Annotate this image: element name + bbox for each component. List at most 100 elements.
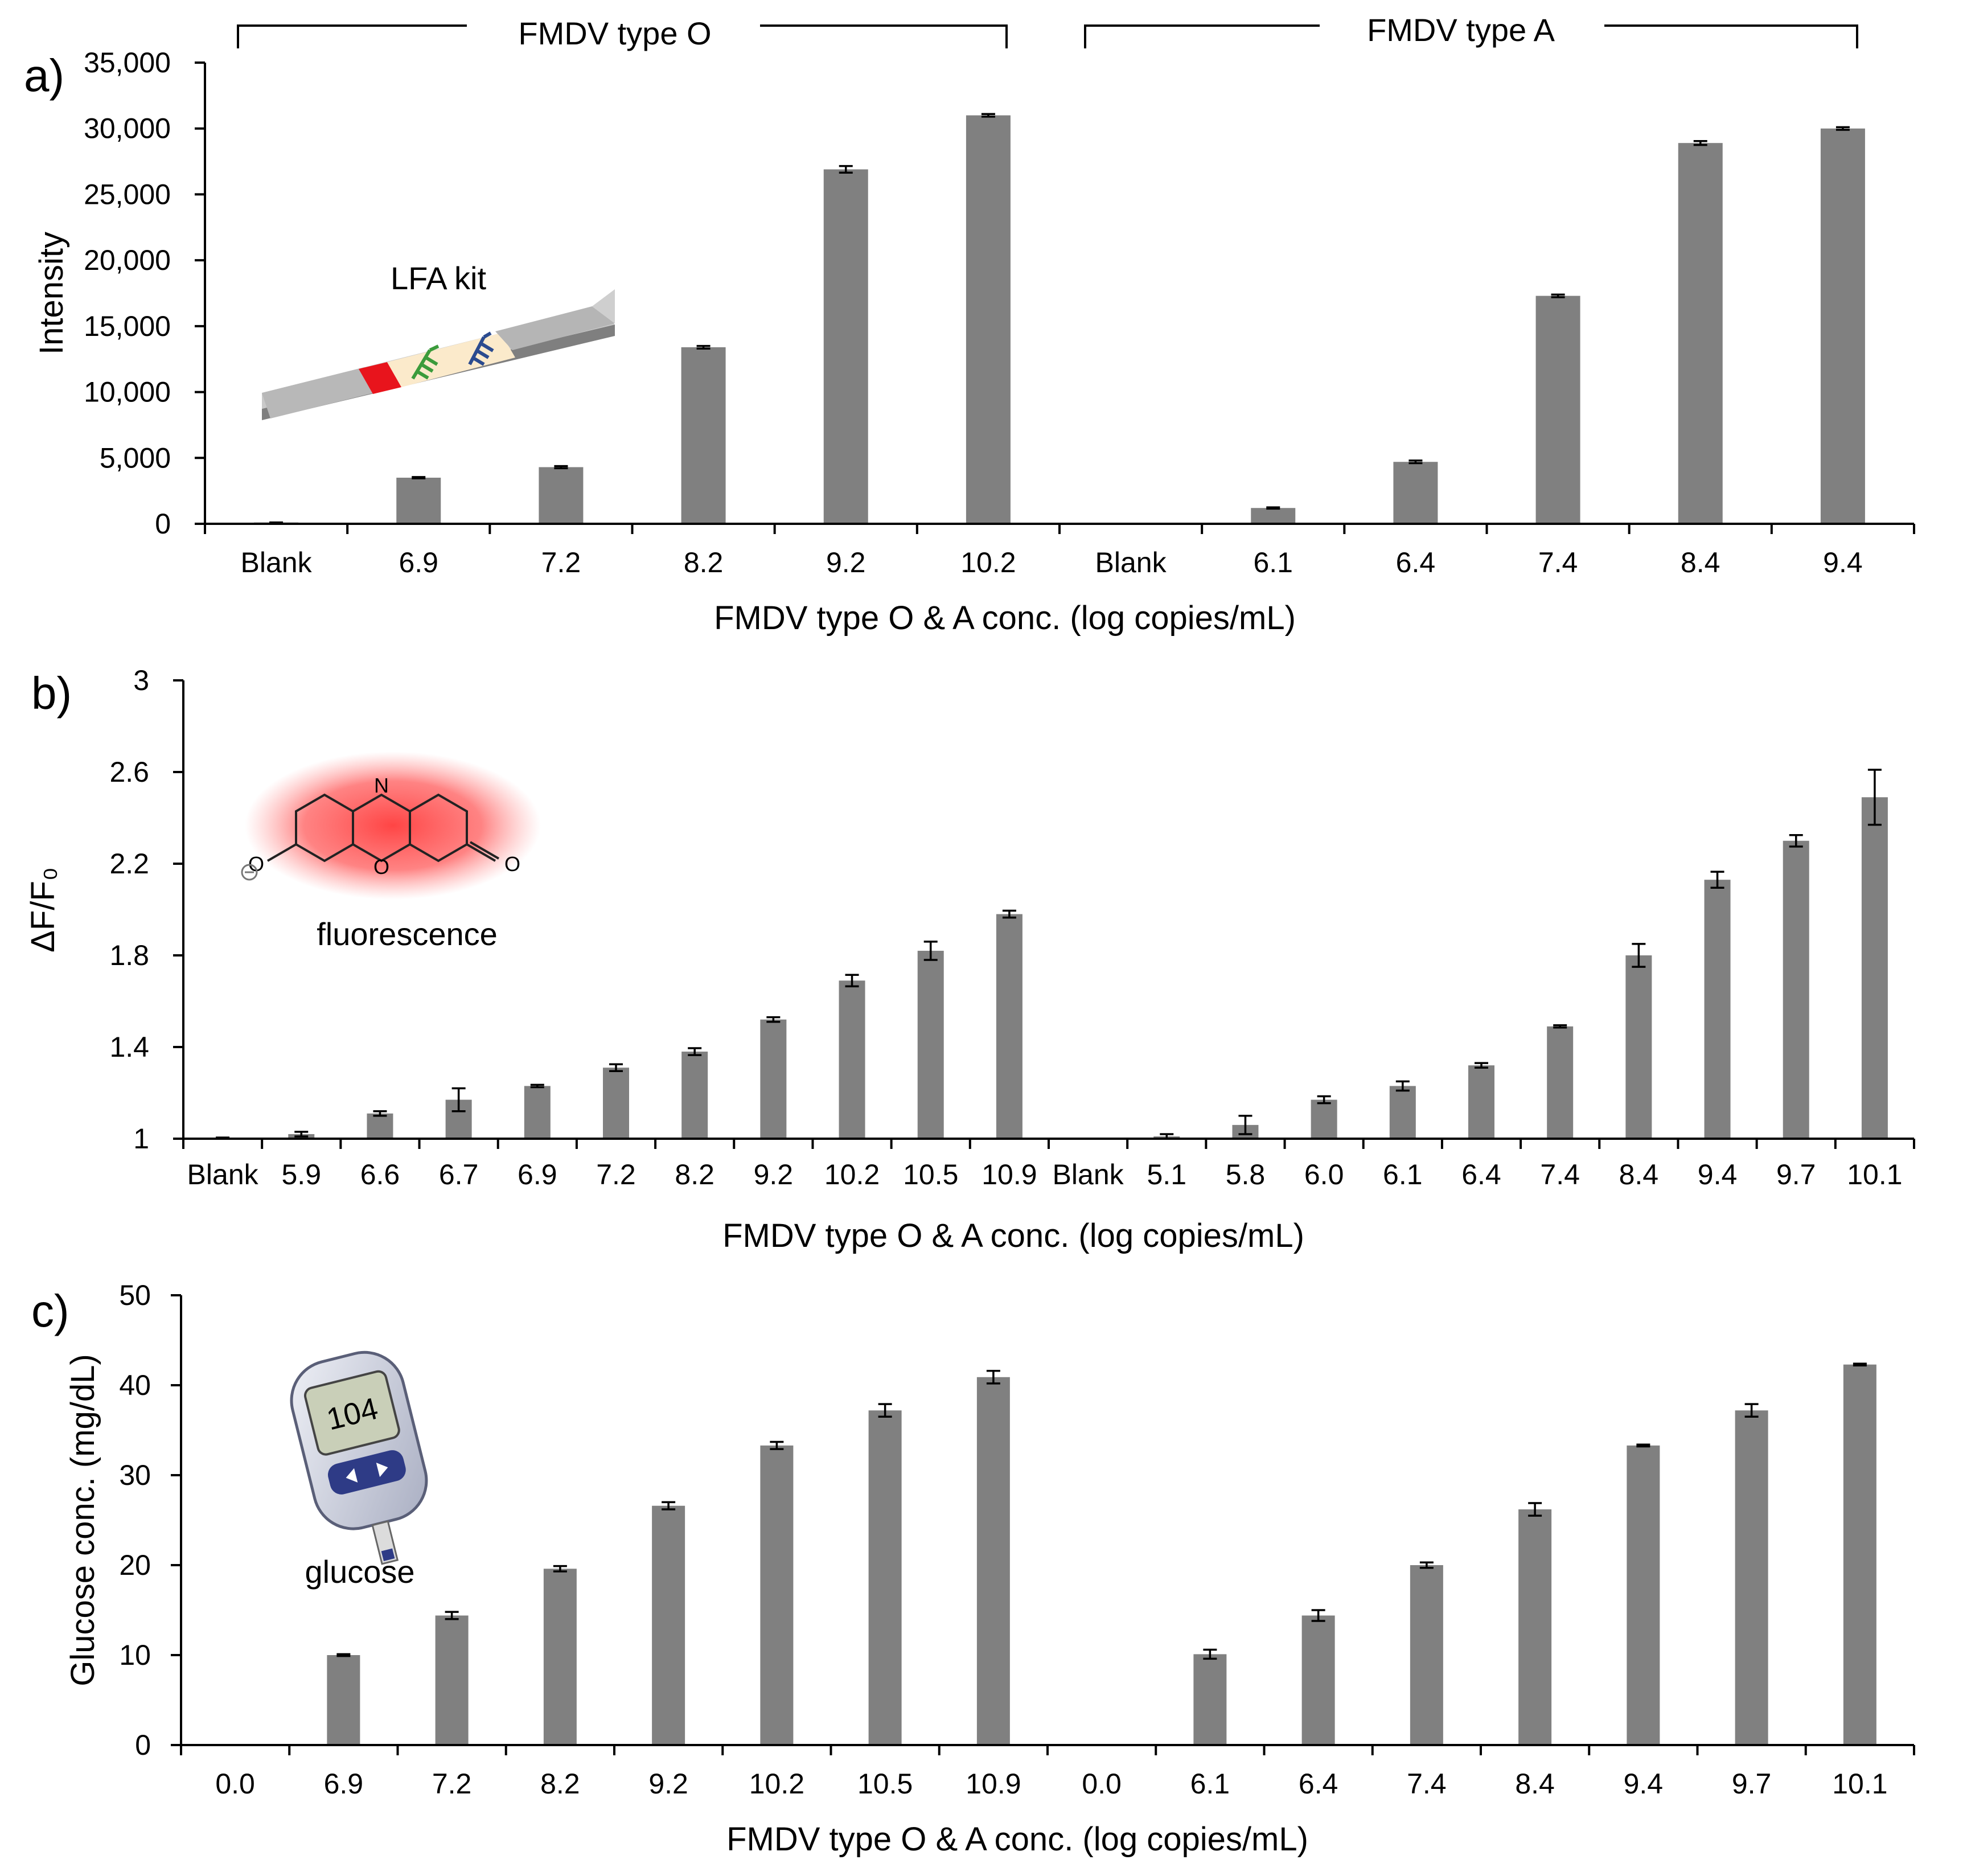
bar (823, 169, 868, 524)
bar (1311, 1099, 1337, 1139)
bar (1389, 1086, 1416, 1139)
bar (1678, 143, 1723, 524)
x-tick-label: 7.2 (432, 1768, 472, 1800)
bars (327, 1362, 1876, 1745)
x-tick-label: 6.9 (324, 1768, 364, 1800)
glucose-label: glucose (305, 1554, 414, 1590)
y-axis-title: ΔF/F₀ (24, 867, 61, 953)
error-bar (986, 1369, 1000, 1385)
error-bar (412, 476, 426, 479)
antibody-green-icon (411, 344, 440, 380)
error-bar (445, 1611, 459, 1620)
fluorescence-glow (245, 752, 541, 900)
lfa-kit-label: LFA kit (391, 260, 487, 296)
error-bar (1553, 1024, 1567, 1029)
left-arrow-icon (346, 1468, 358, 1483)
x-tick-label: 9.4 (1698, 1159, 1738, 1191)
panel-b-label: b) (31, 668, 72, 719)
error-bar (1317, 1095, 1331, 1105)
error-bar (554, 465, 568, 470)
x-tick-label: 6.1 (1253, 547, 1293, 578)
lfa-kit-illustration: LFA kit (262, 260, 615, 420)
bracket-type-a-left (1084, 24, 1320, 48)
x-tick-label: 8.4 (1681, 547, 1720, 578)
x-tick-label: 7.4 (1538, 547, 1578, 578)
atom-n: N (374, 774, 389, 797)
y-axis-ticks: 1 1.4 1.8 2.2 2.6 3 (109, 664, 183, 1155)
x-tick-label: 6.1 (1190, 1768, 1230, 1800)
error-bar (1867, 769, 1882, 826)
error-bar (1266, 506, 1280, 510)
error-bar (1853, 1362, 1867, 1366)
x-tick-label: 9.4 (1624, 1768, 1664, 1800)
y-tick-label: 35,000 (84, 47, 171, 79)
error-bar (1002, 909, 1016, 919)
absorbent-pad-end (592, 289, 615, 323)
meter-buttons (328, 1450, 406, 1495)
x-tick-label: Blank (1053, 1159, 1124, 1191)
y-tick-label: 5,000 (100, 442, 171, 474)
bar (1820, 128, 1865, 524)
y-tick-label: 2.2 (109, 848, 149, 880)
bar (543, 1569, 577, 1745)
bar (1704, 880, 1731, 1139)
y-tick-label: 30 (119, 1459, 151, 1491)
error-bar (451, 1087, 466, 1113)
error-bar (1710, 871, 1724, 889)
x-tick-label: 6.4 (1461, 1159, 1501, 1191)
x-tick-label: 8.4 (1619, 1159, 1659, 1191)
x-tick-label: 6.9 (399, 547, 438, 578)
bar (976, 1377, 1010, 1745)
x-tick-label: 6.6 (360, 1159, 400, 1191)
x-tick-label: Blank (187, 1159, 259, 1191)
test-membrane (387, 333, 515, 387)
error-bar (1835, 126, 1850, 131)
atom-o-right: O (504, 852, 520, 876)
bar (524, 1086, 551, 1139)
y-tick-label: 1.8 (109, 939, 149, 971)
x-tick-label: 5.8 (1226, 1159, 1266, 1191)
x-axis-title: FMDV type O & A conc. (log copies/mL) (722, 1217, 1304, 1254)
error-bar (1789, 834, 1803, 848)
error-bar (294, 1131, 309, 1138)
x-tick-label: 6.0 (1304, 1159, 1344, 1191)
bar (367, 1113, 393, 1139)
x-tick-label: 6.7 (439, 1159, 479, 1191)
sample-pad (262, 367, 379, 418)
x-tick-label: 6.4 (1396, 547, 1436, 578)
panel-a: a) FMDV type O FMDV type A 0 5,000 10,000 1… (24, 12, 1915, 637)
axes (182, 680, 1914, 1140)
y-tick-label: 20,000 (84, 244, 171, 276)
error-bar (1632, 943, 1646, 968)
bar (966, 115, 1011, 524)
y-tick-label: 20 (119, 1549, 151, 1581)
y-tick-label: 30,000 (84, 113, 171, 145)
error-bar (373, 1110, 387, 1117)
y-tick-label: 10 (119, 1639, 151, 1671)
x-axis-ticks: 0.0 6.9 7.2 8.2 9.2 10.2 10.5 10.9 0.0 6.1 6.4 7.4 8… (180, 1745, 1915, 1800)
y-tick-label: 1 (133, 1123, 149, 1155)
bar (539, 467, 584, 524)
x-tick-label: 9.7 (1732, 1768, 1772, 1800)
x-tick-label: 7.4 (1407, 1768, 1447, 1800)
panel-c-label: c) (31, 1286, 69, 1336)
error-bar (662, 1501, 676, 1510)
x-tick-label: 8.2 (675, 1159, 714, 1191)
molecule-structure (266, 793, 500, 863)
fluorescence-label: fluorescence (317, 916, 498, 952)
error-bar (1744, 1403, 1759, 1418)
bar (1843, 1364, 1876, 1745)
bar (1410, 1565, 1443, 1745)
x-tick-label: 8.2 (540, 1768, 580, 1800)
bar (1547, 1026, 1574, 1139)
y-tick-label: 2.6 (109, 756, 149, 788)
y-tick-label: 0 (155, 508, 171, 540)
x-tick-label: 0.0 (1082, 1768, 1122, 1800)
x-tick-label: 10.2 (749, 1768, 804, 1800)
y-axis-title: Intensity (33, 232, 70, 355)
bar (760, 1445, 794, 1745)
bar (1861, 797, 1888, 1139)
bar (603, 1068, 629, 1139)
panel-b: b) 1 1.4 1.8 2.2 2.6 3 Blank 5.9 6.6 6.7 6.9 7.2 8.… (24, 664, 1915, 1254)
